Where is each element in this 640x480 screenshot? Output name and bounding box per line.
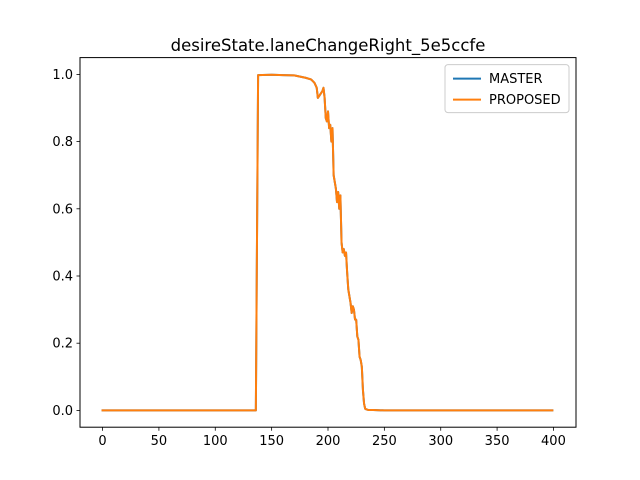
y-tick-label: 0.6 [52,202,73,217]
y-axis: 0.0 0.2 0.4 0.6 0.8 1.0 [52,68,80,419]
plot-frame [79,57,577,428]
x-tick-label: 350 [485,434,510,449]
x-tick-label: 200 [316,434,341,449]
x-tick-label: 100 [203,434,228,449]
x-tick-label: 400 [541,434,566,449]
y-tick-label: 0.2 [52,337,73,352]
plot-lines [101,73,554,412]
x-tick-label: 150 [259,434,284,449]
y-tick-label: 1.0 [52,68,73,83]
x-tick-label: 300 [428,434,453,449]
legend: MASTER PROPOSED [444,64,570,114]
legend-label-proposed: PROPOSED [489,93,561,108]
y-tick-label: 0.4 [52,270,73,285]
x-tick-label: 50 [151,434,168,449]
y-tick-label: 0.8 [52,135,73,150]
legend-label-master: MASTER [489,72,543,87]
series-line-proposed [101,73,554,412]
y-tick-label: 0.0 [52,404,73,419]
x-tick-label: 250 [372,434,397,449]
chart-title: desireState.laneChangeRight_5e5ccfe [171,36,486,56]
x-axis: 0 50 100 150 200 250 300 350 400 [98,427,566,449]
x-tick-label: 0 [98,434,106,449]
